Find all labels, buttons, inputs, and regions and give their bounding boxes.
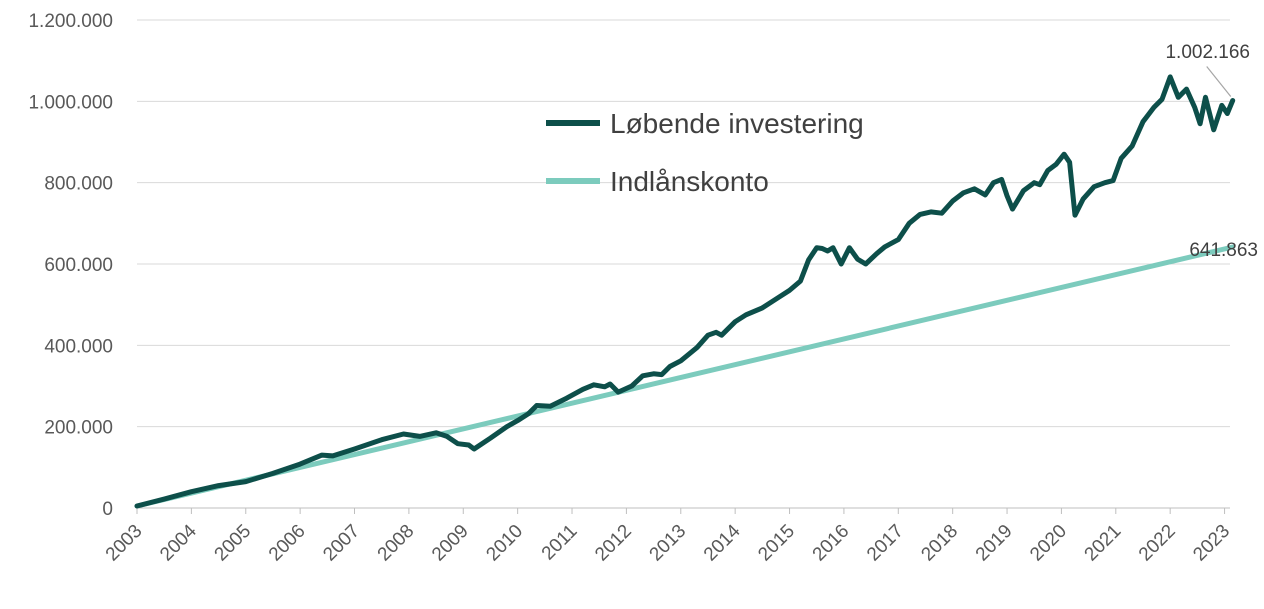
x-tick-label: 2013 [646,521,691,566]
end-label-deposit: 641.863 [1189,240,1258,261]
end-labels: 1.002.166 641.863 [1165,42,1258,261]
x-tick-label: 2016 [809,521,854,566]
x-tick-label: 2005 [211,521,256,566]
series-line-1 [134,244,1236,509]
x-tick-label: 2023 [1189,521,1234,566]
gridlines [137,19,1230,509]
x-tick-label: 2021 [1081,521,1126,566]
x-tick-label: 2012 [591,521,636,566]
x-axis-tick-labels: 2003 2004 2005 2006 2007 2008 2009 2010 2011 2012… [102,508,1234,565]
y-tick-label: 200.000 [44,418,113,439]
x-tick-label: 2018 [917,521,962,566]
x-tick-label: 2020 [1026,521,1071,566]
legend-label-0: Løbende investering [610,108,864,139]
x-tick-label: 2007 [319,521,364,566]
x-tick-label: 2009 [428,521,473,566]
y-tick-label: 0 [102,499,113,520]
x-tick-label: 2014 [700,520,745,565]
y-tick-label: 1.000.000 [28,92,113,113]
x-tick-label: 2010 [482,521,527,566]
end-label-investment: 1.002.166 [1165,42,1250,63]
x-tick-label: 2017 [863,521,908,566]
y-tick-label: 400.000 [44,336,113,357]
y-tick-label: 600.000 [44,255,113,276]
x-tick-label: 2004 [156,520,201,565]
legend: Løbende investering Indlånskonto [546,108,864,197]
x-tick-label: 2006 [265,521,310,566]
series-line-0 [134,74,1236,509]
y-axis-tick-labels: 0 200.000 400.000 600.000 800.000 1.000.000 1.… [28,11,113,520]
y-tick-label: 1.200.000 [28,11,113,32]
x-tick-label: 2015 [754,521,799,566]
end-label-leader [1206,66,1232,97]
x-tick-label: 2019 [972,521,1017,566]
y-tick-label: 800.000 [44,174,113,195]
series-layer [134,74,1236,509]
x-tick-label: 2003 [102,521,147,566]
legend-label-1: Indlånskonto [610,166,769,197]
x-tick-label: 2011 [538,521,582,565]
x-tick-label: 2008 [374,521,419,566]
x-tick-label: 2022 [1135,521,1180,566]
